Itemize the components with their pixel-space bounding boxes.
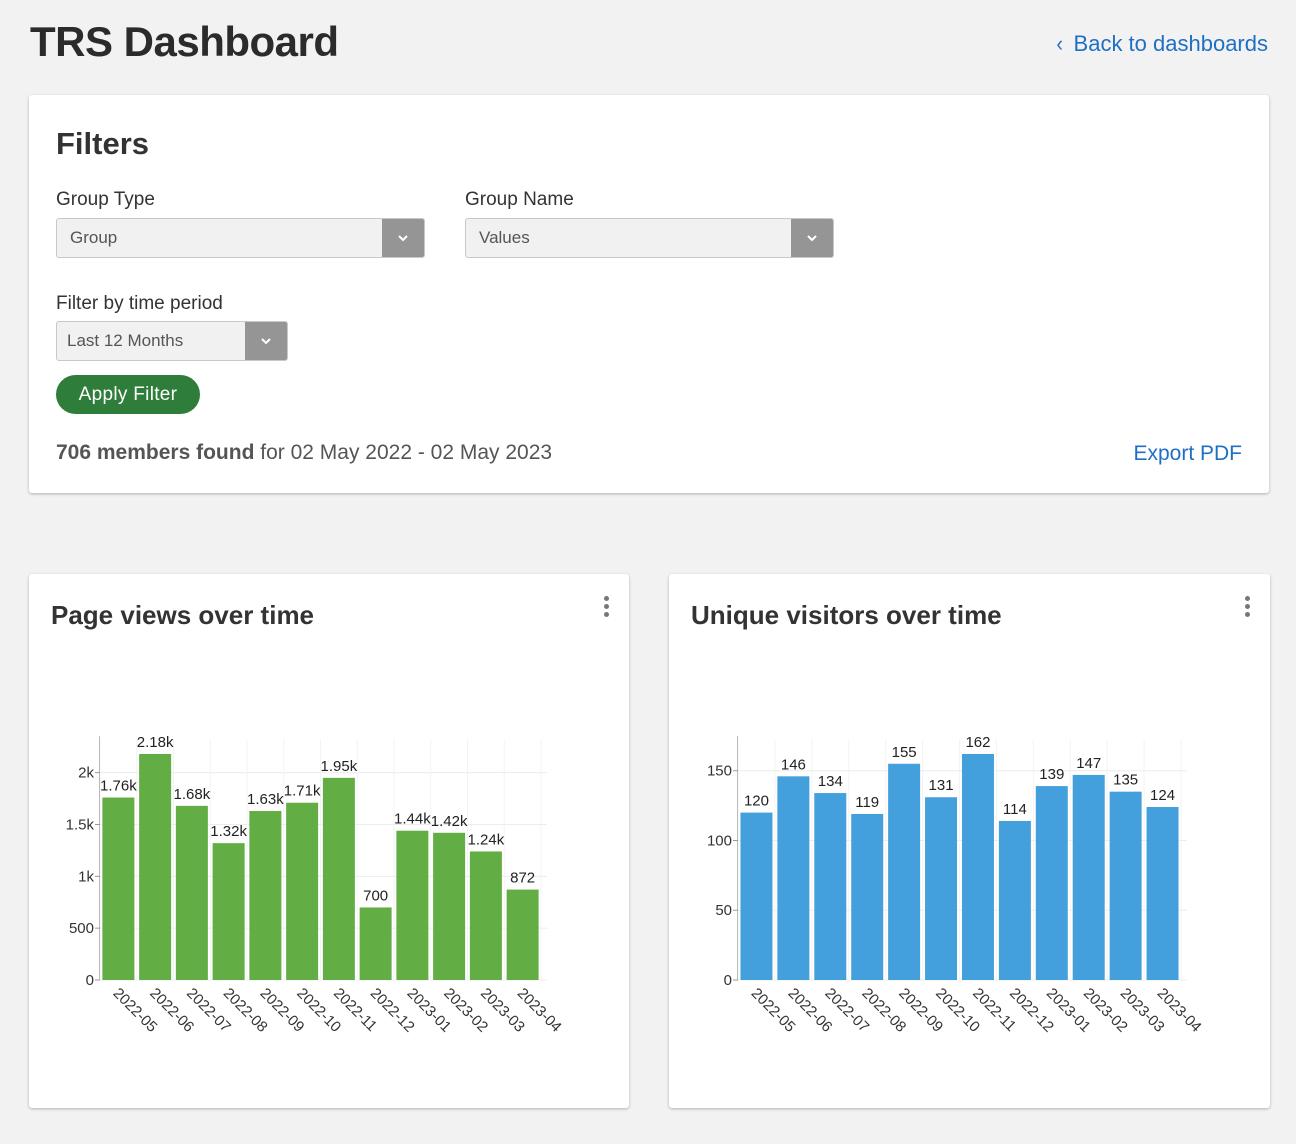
bar [961,754,994,980]
bar [212,843,245,980]
bar-value-label: 1.63k [247,791,284,808]
chevron-down-icon[interactable] [791,219,833,257]
bar [175,805,208,980]
bar-value-label: 1.32k [210,823,247,840]
bar-value-label: 1.76k [100,778,137,795]
y-tick-label: 1k [78,868,94,885]
y-tick-label: 2k [78,765,94,782]
y-tick-label: 100 [707,832,732,849]
more-options-icon[interactable] [1240,596,1254,622]
bar [139,754,172,980]
bar [1035,786,1068,980]
bar [433,832,466,980]
bar [851,813,884,980]
y-tick-label: 0 [724,972,732,989]
bar-value-label: 2.18k [137,734,174,751]
page-views-chart: 05001k1.5k2k1.76k2022-052.18k2022-061.68… [66,734,565,1036]
bar-value-label: 1.24k [468,831,505,848]
time-period-value: Last 12 Months [67,331,184,350]
filters-card: Filters Group Type Group Group Name Valu… [29,95,1269,493]
chevron-down-icon[interactable] [245,322,287,360]
bar-value-label: 700 [363,887,388,904]
bar-value-label: 162 [965,734,990,751]
bar-value-label: 124 [1150,787,1175,804]
chevron-down-icon[interactable] [382,219,424,257]
y-tick-label: 150 [707,763,732,780]
time-period-select[interactable]: Last 12 Months [56,321,288,361]
bar-value-label: 139 [1039,766,1064,783]
y-tick-label: 1.5k [66,816,95,833]
chevron-left-icon: ‹ [1056,31,1064,56]
bar-value-label: 1.71k [284,783,321,800]
page-views-chart-card: Page views over time 0 500 1k 1.5k 2k 1.76k 20… [29,574,629,1108]
bar [506,889,539,980]
members-summary: 706 members found for 02 May 2022 - 02 M… [56,441,552,465]
bar-value-label: 1.42k [431,813,468,830]
y-tick-label: 50 [715,902,732,919]
bar [396,830,429,980]
bar-value-label: 872 [510,870,535,887]
bar-value-label: 120 [744,793,769,810]
bar [359,907,392,980]
bar-value-label: 119 [855,794,879,811]
bar [925,797,958,980]
filters-heading: Filters [56,126,150,161]
bar [249,811,282,980]
back-link-label: Back to dashboards [1073,31,1268,56]
apply-filter-button[interactable]: Apply Filter [56,375,200,414]
export-pdf-link[interactable]: Export PDF [1133,442,1242,465]
bar-value-label: 134 [818,773,843,790]
bar-value-label: 146 [781,756,806,773]
group-name-label: Group Name [465,189,574,210]
chart-title: Page views over time [51,600,315,630]
group-name-value: Values [479,228,530,247]
back-to-dashboards-link[interactable]: ‹ Back to dashboards [1056,31,1268,57]
members-count: 706 members found [56,441,255,464]
group-type-label: Group Type [56,189,155,210]
time-period-label: Filter by time period [56,293,223,314]
y-tick-label: 500 [69,920,94,937]
bar [740,812,773,980]
bar [322,777,355,980]
bar [1072,774,1105,980]
bar [469,851,502,980]
chart-title: Unique visitors over time [691,600,1002,630]
bar-value-label: 1.68k [174,786,211,803]
bar [102,797,135,980]
bar-value-label: 155 [892,744,917,761]
bar-value-label: 131 [929,777,954,794]
y-tick-label: 0 [86,972,94,989]
more-options-icon[interactable] [599,596,613,622]
bar-value-label: 1.44k [394,811,431,828]
bar [286,802,319,980]
bar-value-label: 114 [1003,801,1027,818]
bar-value-label: 135 [1113,772,1138,789]
page-title: TRS Dashboard [30,18,339,65]
bar [998,820,1031,980]
bar [814,793,847,980]
group-type-value: Group [70,228,118,247]
bar-value-label: 147 [1076,755,1101,772]
bar [1109,791,1142,980]
group-name-select[interactable]: Values [465,218,834,258]
group-type-select[interactable]: Group [56,218,425,258]
bar-value-label: 1.95k [321,758,358,775]
bar [1146,807,1179,980]
unique-visitors-chart-card: Unique visitors over time 0 50 100 150 120 20… [669,574,1270,1108]
unique-visitors-chart: 0501001501202022-051462022-061342022-071… [707,734,1205,1036]
date-range-text: for 02 May 2022 - 02 May 2023 [260,441,553,464]
bar [777,776,810,980]
bar [888,763,921,980]
